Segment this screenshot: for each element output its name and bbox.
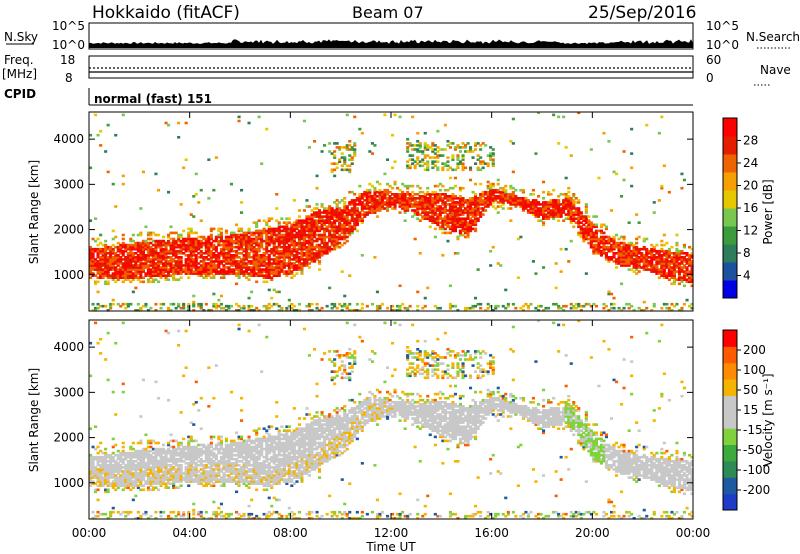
nsky-tick-top-right: 10^5 [706, 19, 739, 33]
velocity-colorbar-tick-label: -15 [743, 423, 763, 437]
x-tick-label: 12:00 [374, 526, 409, 540]
velocity-colorbar-color-step [723, 379, 737, 396]
velocity-ytick-label: 1000 [53, 476, 84, 490]
date-title: 25/Sep/2016 [588, 3, 696, 23]
velocity-scatter [89, 319, 694, 520]
velocity-colorbar-color-step [723, 444, 737, 462]
x-tick-label: 04:00 [172, 526, 207, 540]
nsearch-label: N.Search [746, 30, 800, 44]
freq-label-1: Freq. [4, 53, 34, 67]
power-colorbar-color-step [723, 244, 737, 263]
nsky-label: N.Sky [4, 30, 38, 44]
cpid-label: CPID [4, 87, 36, 101]
nsky-tick-bottom-left: 10^0 [52, 38, 85, 52]
power-colorbar-tick-label: 8 [743, 246, 751, 260]
velocity-ytick-label: 3000 [53, 385, 84, 399]
x-tick-label: 00:00 [72, 526, 107, 540]
power-ytick-label: 3000 [53, 177, 84, 191]
x-tick-label: 20:00 [575, 526, 610, 540]
velocity-colorbar-color-step [723, 330, 737, 347]
power-colorbar: 4 8 12 16 20 24 28 [722, 117, 758, 299]
nave-label: Nave [760, 63, 791, 77]
velocity-panel-frame [89, 320, 693, 519]
velocity-colorbar-tick-label: 15 [743, 403, 758, 417]
x-tick-label: 00:00 [676, 526, 711, 540]
power-ylabel: Slant Range [km] [27, 160, 41, 264]
velocity-colorbar-color-step [723, 477, 737, 495]
power-colorbar-color-step [723, 262, 737, 281]
nsky-tick-top-left: 10^5 [52, 19, 85, 33]
power-colorbar-color-step [723, 118, 737, 137]
velocity-colorbar: -200 -100 -50 -15 15 50 100 200 [722, 329, 770, 511]
nsky-trace [89, 39, 693, 48]
freq-label-2: [MHz] [2, 67, 37, 81]
velocity-colorbar-color-step [723, 460, 737, 478]
station-title: Hokkaido (fitACF) [92, 3, 240, 23]
velocity-colorbar-color-step [723, 411, 737, 429]
nsky-panel [88, 22, 694, 50]
freq-panel [88, 55, 694, 79]
power-ytick-label: 1000 [53, 268, 84, 282]
power-colorbar-tick-label: 20 [743, 179, 758, 193]
power-ytick-label: 4000 [53, 132, 84, 146]
power-colorbar-label: Power [dB] [761, 179, 775, 244]
velocity-ylabel: Slant Range [km] [27, 368, 41, 472]
power-colorbar-color-step [723, 280, 737, 299]
power-colorbar-color-step [723, 208, 737, 227]
power-colorbar-color-step [723, 136, 737, 155]
power-ytick-label: 2000 [53, 223, 84, 237]
cpid-mode: normal (fast) 151 [94, 92, 212, 106]
power-colorbar-color-step [723, 172, 737, 191]
velocity-ytick-label: 2000 [53, 431, 84, 445]
freq-tick-top-right: 60 [706, 53, 721, 67]
power-colorbar-tick-label: 4 [743, 269, 751, 283]
x-axis-title: Time UT [365, 540, 416, 554]
velocity-colorbar-tick-label: 100 [743, 363, 766, 377]
power-colorbar-color-step [723, 226, 737, 245]
velocity-colorbar-tick-label: -50 [743, 443, 763, 457]
velocity-ytick-label: 4000 [53, 340, 84, 354]
velocity-colorbar-color-step [723, 362, 737, 380]
velocity-colorbar-color-step [723, 493, 737, 511]
nsky-tick-bottom-right: 10^0 [706, 38, 739, 52]
velocity-colorbar-color-step [723, 395, 737, 413]
velocity-colorbar-color-step [723, 428, 737, 446]
velocity-colorbar-tick-label: -200 [743, 483, 770, 497]
power-colorbar-color-step [723, 190, 737, 209]
power-colorbar-tick-label: 12 [743, 224, 758, 238]
x-tick-label: 08:00 [273, 526, 308, 540]
power-colorbar-color-step [723, 154, 737, 173]
velocity-colorbar-tick-label: 50 [743, 383, 758, 397]
x-tick-label: 16:00 [474, 526, 509, 540]
power-colorbar-tick-label: 24 [743, 156, 758, 170]
power-scatter [89, 111, 694, 312]
velocity-colorbar-label: Velocity [m s⁻¹] [761, 373, 775, 466]
power-colorbar-tick-label: 28 [743, 134, 758, 148]
power-colorbar-tick-label: 16 [743, 201, 758, 215]
freq-tick-bottom-right: 0 [706, 71, 714, 85]
beam-title: Beam 07 [352, 3, 424, 22]
velocity-colorbar-color-step [723, 346, 737, 364]
freq-tick-bottom-left: 8 [65, 71, 73, 85]
velocity-colorbar-tick-label: 200 [743, 343, 766, 357]
velocity-colorbar-tick-label: -100 [743, 463, 770, 477]
freq-tick-top-left: 18 [60, 53, 75, 67]
power-panel-frame [89, 112, 693, 311]
